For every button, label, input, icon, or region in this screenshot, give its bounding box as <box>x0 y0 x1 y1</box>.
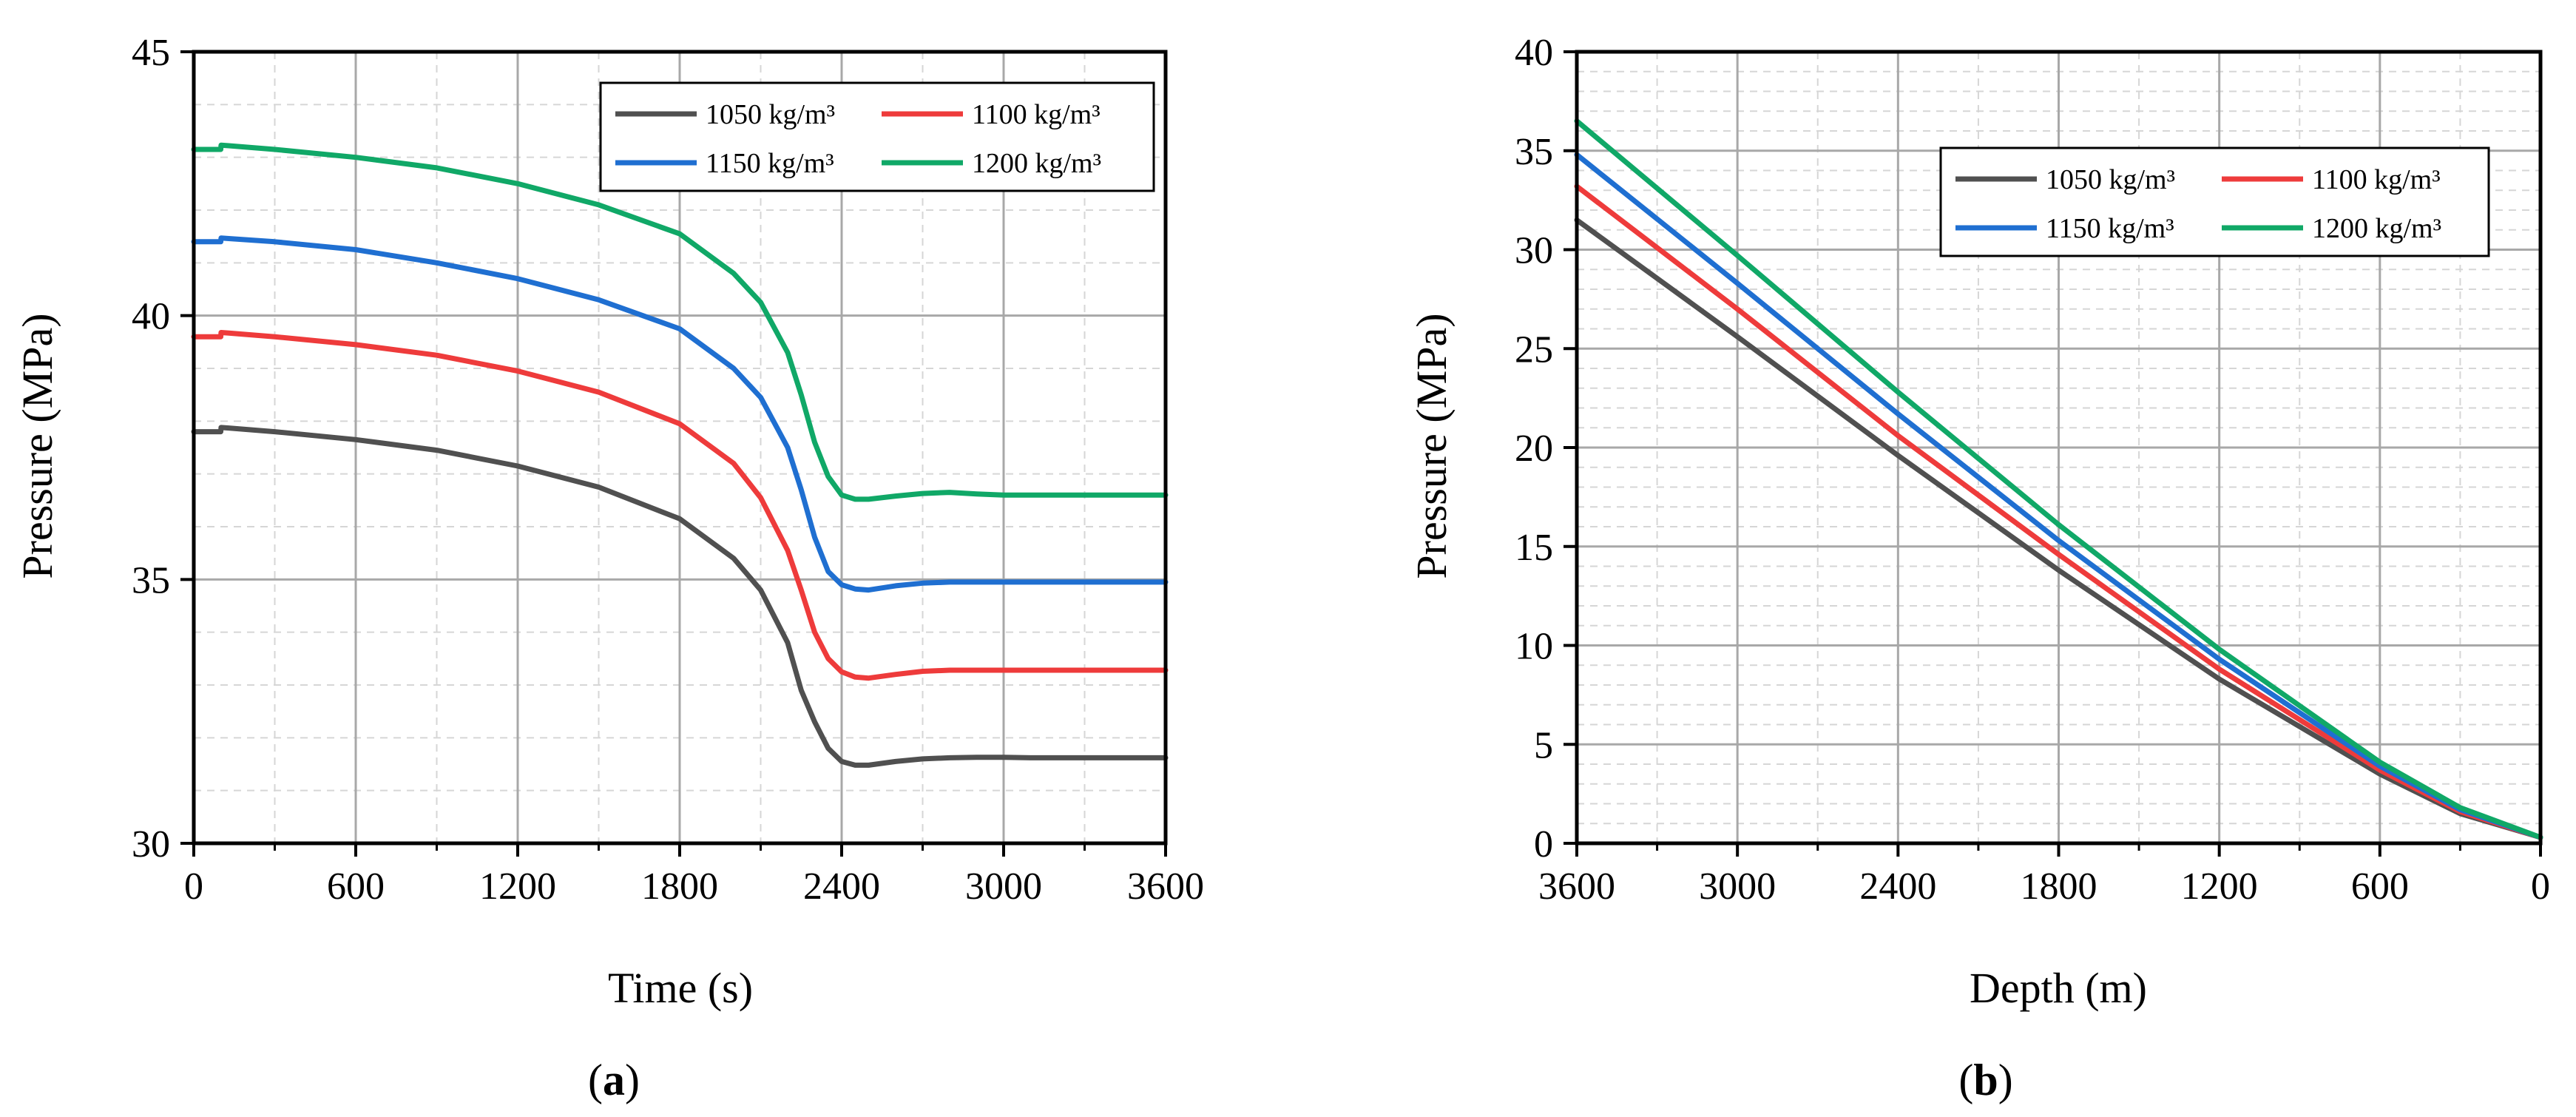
legend-box <box>1939 146 2490 257</box>
y-tick-label: 30 <box>132 823 170 865</box>
y-axis-label-a: Pressure (MPa) <box>13 313 61 578</box>
y-axis-label-b: Pressure (MPa) <box>1407 313 1456 578</box>
y-tick-label: 25 <box>1515 328 1553 371</box>
chart-panel-a: 0 600 1200 1800 2400 3000 3600 30 35 40 45 Time (s… <box>13 32 1204 1104</box>
y-tick-label: 15 <box>1515 527 1553 569</box>
x-tick-label: 0 <box>184 865 203 908</box>
y-tick-label: 40 <box>1515 32 1553 74</box>
x-tick-label: 600 <box>2351 865 2409 908</box>
legend-label-2: 1100 kg/m³ <box>2312 164 2441 195</box>
x-tick-label: 1800 <box>2021 865 2097 908</box>
x-tick-label: 1200 <box>479 865 556 908</box>
series-line-4 <box>1574 118 2543 840</box>
legend-label-2: 1100 kg/m³ <box>972 99 1101 130</box>
y-tick-label: 5 <box>1534 724 1553 766</box>
y-tick-label: 35 <box>132 559 170 601</box>
legend-box <box>599 81 1155 192</box>
y-tick-label: 0 <box>1534 823 1553 865</box>
series-line-4 <box>191 142 1169 502</box>
x-tick-label: 600 <box>327 865 385 908</box>
x-tick-label: 1200 <box>2181 865 2258 908</box>
x-tick-label: 3600 <box>1127 865 1204 908</box>
legend-label-4: 1200 kg/m³ <box>972 148 1101 179</box>
series-line-1 <box>191 425 1169 768</box>
x-tick-label: 3000 <box>965 865 1042 908</box>
x-tick-label: 2400 <box>1859 865 1936 908</box>
y-tick-label: 10 <box>1515 626 1553 668</box>
chart-panel-b: 3600 3000 2400 1800 1200 600 0 0 5 10 15 20 25 30 35 40… <box>1407 32 2550 1104</box>
y-tick-label: 40 <box>132 296 170 338</box>
legend-label-4: 1200 kg/m³ <box>2312 213 2441 244</box>
legend-label-3: 1150 kg/m³ <box>706 148 834 179</box>
legend-b: 1050 kg/m³ 1100 kg/m³ 1150 kg/m³ 1200 kg/m³ <box>1939 146 2490 257</box>
y-tick-label: 20 <box>1515 428 1553 470</box>
x-tick-label: 2400 <box>803 865 880 908</box>
y-tick-label: 35 <box>1515 131 1553 173</box>
x-axis-label-b: Depth (m) <box>1970 964 2147 1012</box>
x-axis-label-a: Time (s) <box>608 964 753 1012</box>
x-tick-label: 3000 <box>1699 865 1776 908</box>
legend-label-1: 1050 kg/m³ <box>706 99 835 130</box>
x-tick-label: 0 <box>2531 865 2550 908</box>
y-tick-label: 30 <box>1515 230 1553 272</box>
panel-caption-a: (a) <box>588 1056 640 1104</box>
panel-caption-b: (b) <box>1958 1056 2012 1104</box>
legend-label-1: 1050 kg/m³ <box>2046 164 2175 195</box>
legend-label-3: 1150 kg/m³ <box>2046 213 2174 244</box>
x-tick-label: 1800 <box>641 865 718 908</box>
legend-a: 1050 kg/m³ 1100 kg/m³ 1150 kg/m³ 1200 kg/m³ <box>599 81 1155 192</box>
series-line-2 <box>191 330 1169 681</box>
series-line-3 <box>191 235 1169 593</box>
x-tick-label: 3600 <box>1538 865 1615 908</box>
y-tick-label: 45 <box>132 32 170 74</box>
